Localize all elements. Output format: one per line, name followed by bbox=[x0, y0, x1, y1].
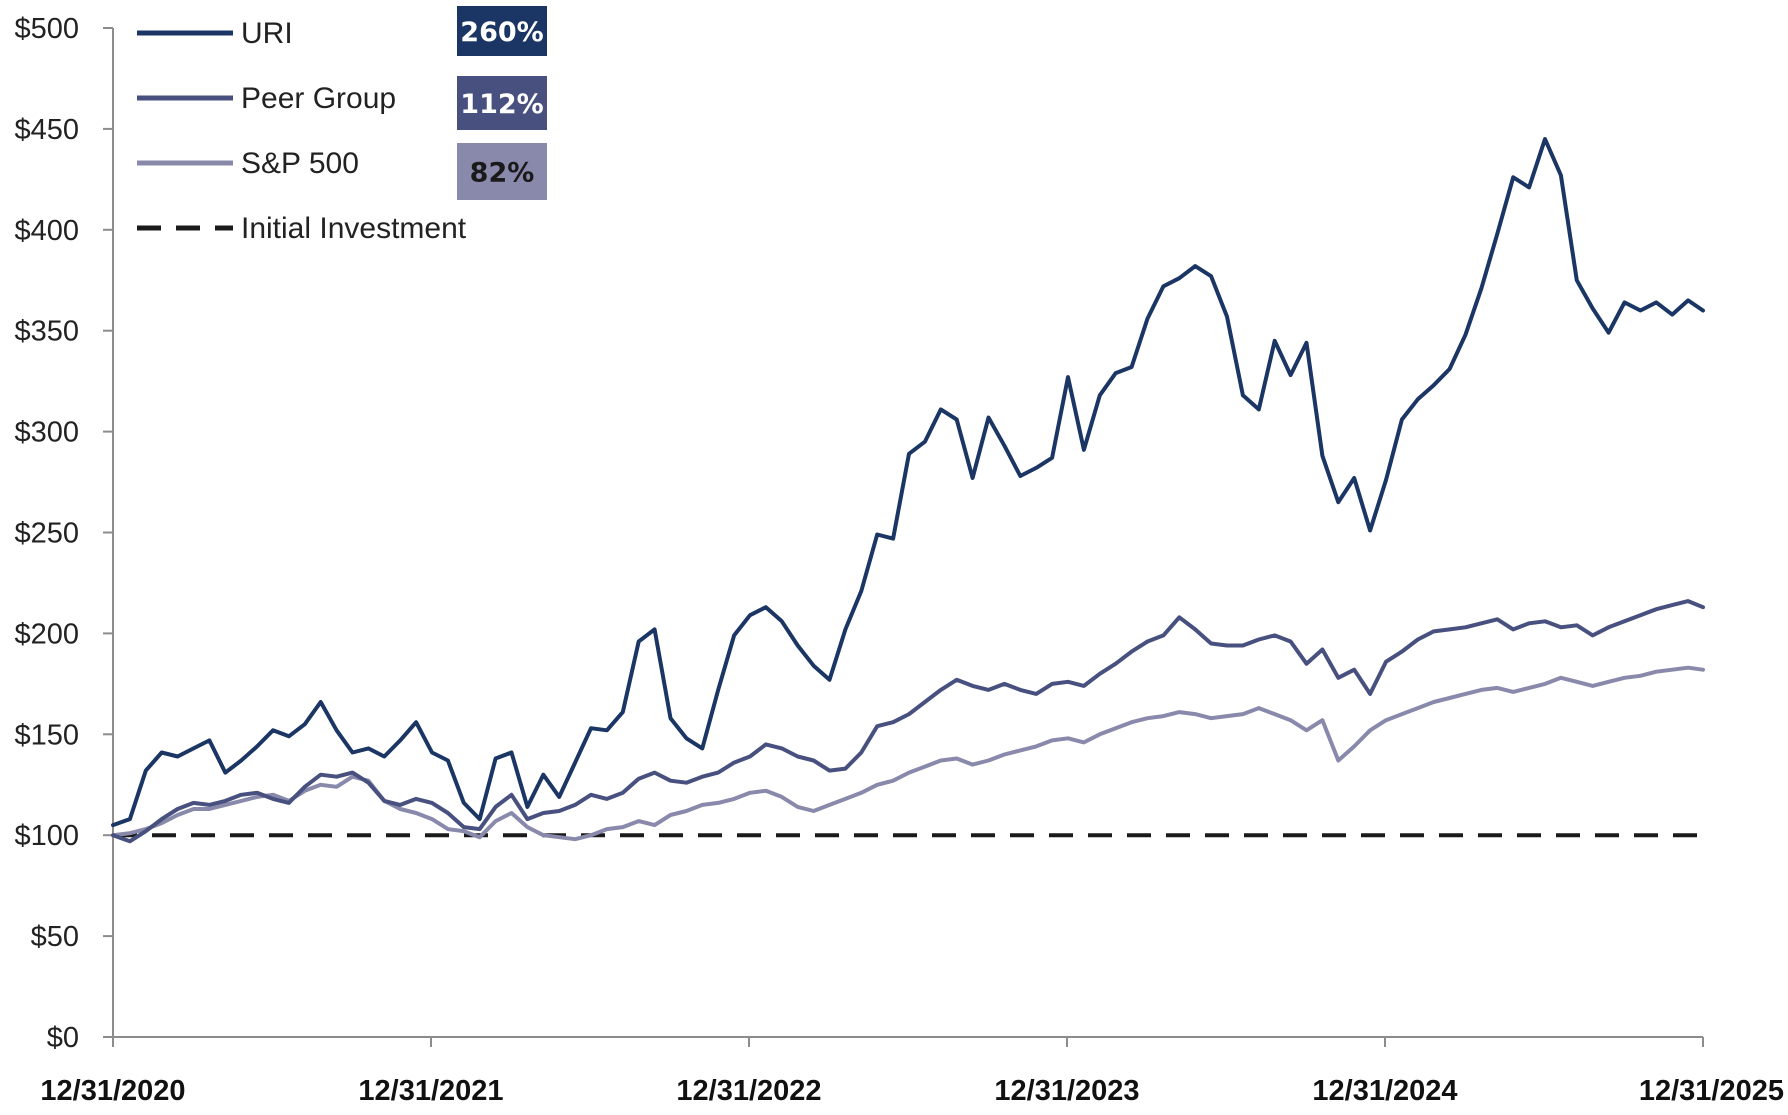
x-tick-label: 12/31/2023 bbox=[994, 1075, 1139, 1107]
initial-investment-legend-label: Initial Investment bbox=[241, 212, 467, 245]
x-tick-label: 12/31/2020 bbox=[40, 1075, 185, 1107]
y-tick-label: $400 bbox=[14, 215, 79, 247]
y-tick-label: $0 bbox=[47, 1022, 79, 1054]
peer-legend-label: Peer Group bbox=[241, 82, 396, 115]
x-tick-label: 12/31/2021 bbox=[358, 1075, 503, 1107]
y-tick-label: $300 bbox=[14, 417, 79, 449]
peer-series-line bbox=[111, 599, 1705, 844]
uri-series-line bbox=[111, 137, 1705, 828]
y-tick-label: $100 bbox=[14, 820, 79, 852]
uri-return-label: 260% bbox=[460, 17, 543, 48]
y-tick-label: $450 bbox=[14, 114, 79, 146]
uri-legend-label: URI bbox=[241, 17, 293, 50]
sp500-return-badge bbox=[457, 143, 547, 200]
x-axis-ticks: 12/31/2020 12/31/2021 12/31/2022 12/31/2023… bbox=[40, 1037, 1784, 1107]
legend: URI 260% Peer Group 112% S&P 500 82%Initial I… bbox=[137, 6, 547, 245]
uri-return-badge bbox=[457, 6, 547, 56]
x-tick-label: 12/31/2024 bbox=[1312, 1075, 1457, 1107]
y-axis-ticks: $0 $50 $100 $150 $200 $250 $300 $350 $400 $450 $50… bbox=[14, 13, 113, 1054]
y-tick-label: $200 bbox=[14, 618, 79, 650]
y-tick-label: $500 bbox=[14, 13, 79, 45]
x-tick-label: 12/31/2025 bbox=[1639, 1075, 1784, 1107]
series-lines bbox=[111, 137, 1705, 844]
x-tick-label: 12/31/2022 bbox=[676, 1075, 821, 1107]
peer-return-badge bbox=[457, 76, 547, 130]
y-tick-label: $350 bbox=[14, 316, 79, 348]
sp500-return-label: 82% bbox=[470, 158, 535, 189]
peer-return-label: 112% bbox=[460, 89, 543, 120]
sp500-legend-label: S&P 500 bbox=[241, 147, 359, 180]
y-tick-label: $50 bbox=[31, 921, 79, 953]
y-tick-label: $150 bbox=[14, 719, 79, 751]
y-tick-label: $250 bbox=[14, 518, 79, 550]
